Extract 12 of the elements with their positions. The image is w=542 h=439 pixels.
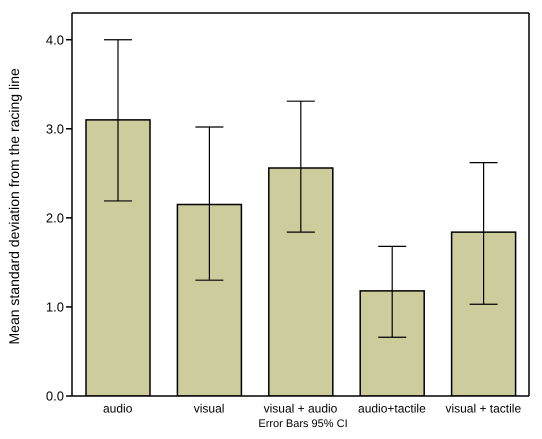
y-axis-title: Mean standard deviation from the racing line — [6, 68, 22, 344]
x-tick-label: visual — [194, 402, 224, 416]
y-tick-label: 0.0 — [46, 388, 64, 404]
x-tick-label: visual + tactile — [445, 402, 522, 416]
text: Error Bars 95% CI — [257, 418, 349, 430]
y-tick-label: 2.0 — [46, 210, 64, 226]
x-tick-label: visual + audio — [264, 402, 338, 416]
y-tick-label: 3.0 — [46, 121, 64, 136]
y-tick-label: 1.0 — [46, 300, 64, 315]
y-tick-label: 4.0 — [46, 32, 64, 48]
x-tick-label: audio — [103, 402, 133, 416]
x-tick-label: audio+tactile — [358, 402, 426, 416]
